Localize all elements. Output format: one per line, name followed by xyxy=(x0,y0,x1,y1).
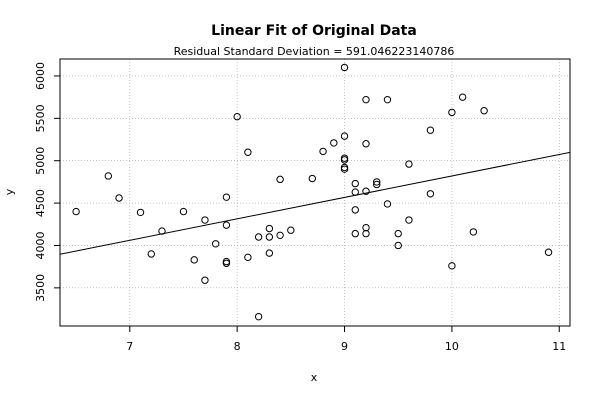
data-point xyxy=(362,140,370,148)
data-point xyxy=(104,172,113,180)
data-point xyxy=(233,112,241,121)
data-point xyxy=(244,253,252,262)
data-point xyxy=(265,233,274,241)
data-point xyxy=(72,207,80,216)
data-point xyxy=(330,139,338,147)
data-point xyxy=(211,240,220,248)
data-point xyxy=(351,229,359,238)
data-point xyxy=(394,229,402,238)
data-point xyxy=(426,190,435,198)
data-point xyxy=(244,148,252,156)
x-tick-label: 11 xyxy=(552,340,566,353)
data-point xyxy=(265,224,274,233)
data-point xyxy=(362,95,370,104)
x-tick-label: 7 xyxy=(126,340,133,353)
chart-title: Linear Fit of Original Data xyxy=(211,23,417,39)
y-tick-label: 5500 xyxy=(34,104,47,132)
data-point xyxy=(362,229,370,238)
data-point xyxy=(265,249,274,257)
data-point xyxy=(222,221,231,229)
x-tick-label: 9 xyxy=(341,340,348,353)
data-point xyxy=(115,194,123,202)
data-point xyxy=(469,228,478,236)
data-point xyxy=(340,165,349,173)
data-point xyxy=(222,259,231,267)
data-point xyxy=(383,200,392,208)
data-point xyxy=(287,226,295,234)
data-point xyxy=(458,93,467,101)
y-tick-label: 4000 xyxy=(34,231,47,259)
plot-frame xyxy=(59,58,571,327)
data-point xyxy=(136,208,145,217)
y-axis: 3500 4000 4500 5000 5500 6000 xyxy=(34,62,60,302)
data-point xyxy=(158,227,166,235)
data-point xyxy=(254,233,263,241)
y-tick-label: 5000 xyxy=(34,147,47,175)
data-point xyxy=(448,108,456,117)
data-point xyxy=(308,174,317,183)
data-points xyxy=(72,63,553,321)
data-point xyxy=(405,216,413,224)
data-point xyxy=(373,180,381,189)
x-tick-label: 8 xyxy=(234,340,241,353)
data-point xyxy=(147,250,155,258)
data-point xyxy=(362,187,370,195)
y-tick-label: 6000 xyxy=(34,62,47,90)
data-point xyxy=(351,188,359,196)
data-point xyxy=(254,312,263,321)
data-point xyxy=(383,95,392,104)
data-point xyxy=(319,147,327,156)
data-point xyxy=(276,231,284,240)
data-point xyxy=(190,256,198,264)
data-point xyxy=(394,241,402,250)
chart-subtitle: Residual Standard Deviation = 591.046223… xyxy=(174,45,455,58)
data-point xyxy=(448,262,456,270)
x-axis: 7 8 9 10 11 xyxy=(126,326,566,353)
y-axis-label: y xyxy=(3,188,16,195)
data-point xyxy=(276,175,284,184)
data-point xyxy=(222,193,231,201)
data-point xyxy=(340,63,349,72)
data-point xyxy=(179,207,188,216)
data-point xyxy=(544,248,553,256)
data-point xyxy=(373,178,381,186)
data-point xyxy=(201,276,209,284)
x-axis-label: x xyxy=(311,371,318,384)
data-point xyxy=(340,156,349,164)
fit-line xyxy=(59,151,571,255)
y-tick-label: 4500 xyxy=(34,189,47,217)
data-point xyxy=(426,126,435,134)
data-point xyxy=(351,206,359,214)
data-point xyxy=(201,216,209,224)
y-tick-label: 3500 xyxy=(34,274,47,302)
data-point xyxy=(480,107,488,115)
x-tick-label: 10 xyxy=(445,340,459,353)
data-point xyxy=(351,179,359,188)
data-point xyxy=(340,132,349,140)
data-point xyxy=(405,160,413,168)
grid-lines xyxy=(60,59,570,326)
